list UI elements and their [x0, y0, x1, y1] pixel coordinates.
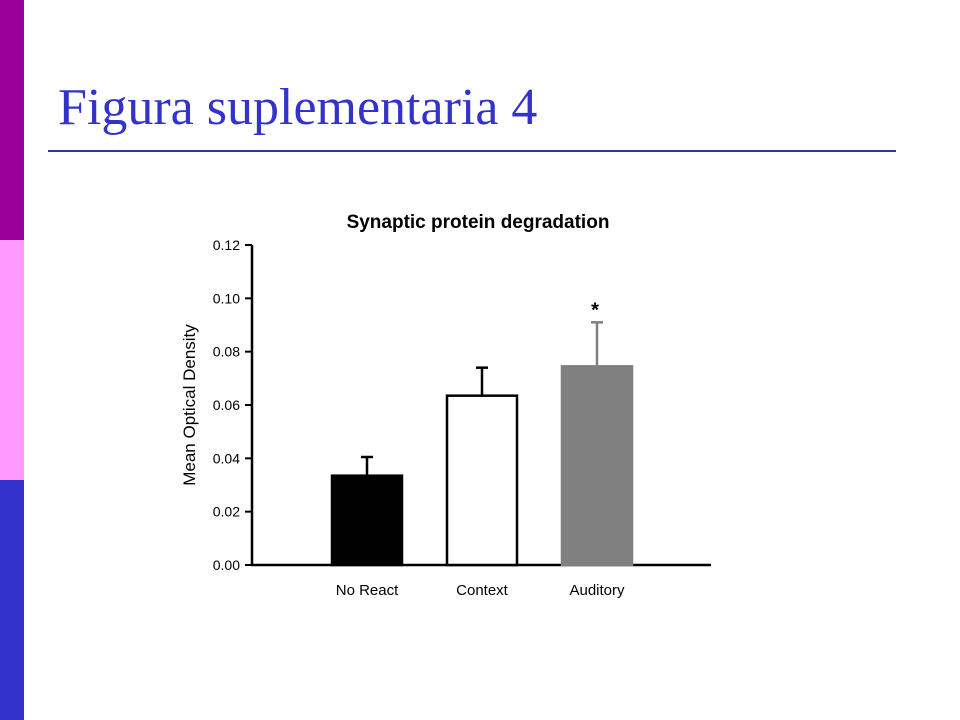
y-tick-label: 0.06 — [213, 397, 240, 413]
bar-no-react — [330, 474, 404, 567]
chart-title: Synaptic protein degradation — [347, 212, 610, 233]
sidebar-segment-bottom — [0, 480, 24, 720]
y-tick-label: 0.00 — [213, 557, 240, 573]
y-tick-label: 0.08 — [213, 344, 240, 360]
y-tick-label: 0.12 — [213, 237, 240, 253]
x-tick-label: Context — [456, 582, 509, 599]
plot-area: 0.00 0.02 0.04 0.06 0.08 0.10 0.12 No React Cont… — [213, 237, 711, 599]
title-divider — [48, 150, 896, 152]
significance-marker: * — [591, 299, 599, 321]
y-tick-label: 0.10 — [213, 290, 240, 306]
y-axis-label: Mean Optical Density — [180, 324, 199, 486]
x-tick-label: No React — [336, 582, 399, 599]
bar-auditory — [560, 365, 634, 567]
x-tick-label: Auditory — [569, 582, 625, 599]
bar-context — [445, 394, 519, 567]
y-tick-label: 0.02 — [213, 504, 240, 520]
sidebar-segment-middle — [0, 240, 24, 480]
slide-title: Figura suplementaria 4 — [58, 79, 538, 136]
sidebar-segment-top — [0, 0, 24, 240]
y-tick-label: 0.04 — [213, 450, 240, 466]
